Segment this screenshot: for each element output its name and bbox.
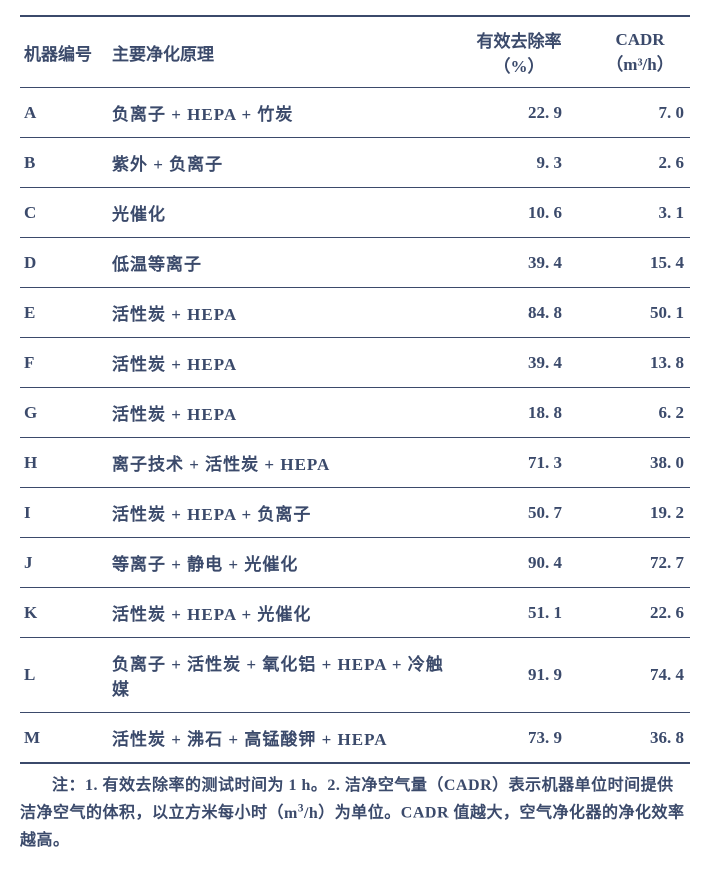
cell-cadr: 72. 7 [590,538,690,588]
cell-cadr: 50. 1 [590,288,690,338]
table-row: D低温等离子39. 415. 4 [20,238,690,288]
cell-principle: 活性炭 + 沸石 + 高锰酸钾 + HEPA [108,713,448,764]
cell-id: E [20,288,108,338]
cell-principle: 活性炭 + HEPA [108,388,448,438]
cell-rate: 71. 3 [448,438,590,488]
footnote: 注：1. 有效去除率的测试时间为 1 h。2. 洁净空气量（CADR）表示机器单… [20,772,690,854]
cell-id: J [20,538,108,588]
cell-id: H [20,438,108,488]
header-rate-l1: 有效去除率 [477,32,562,51]
cell-id: L [20,638,108,713]
table-row: E活性炭 + HEPA84. 850. 1 [20,288,690,338]
table-row: G活性炭 + HEPA18. 86. 2 [20,388,690,438]
cell-rate: 10. 6 [448,188,590,238]
cell-id: M [20,713,108,764]
cell-id: G [20,388,108,438]
cell-rate: 90. 4 [448,538,590,588]
cell-cadr: 2. 6 [590,138,690,188]
cell-rate: 22. 9 [448,88,590,138]
cell-cadr: 38. 0 [590,438,690,488]
header-id: 机器编号 [20,16,108,88]
table-row: J等离子 + 静电 + 光催化90. 472. 7 [20,538,690,588]
table-row: C光催化10. 63. 1 [20,188,690,238]
cell-id: I [20,488,108,538]
cell-id: C [20,188,108,238]
cell-cadr: 22. 6 [590,588,690,638]
cell-id: D [20,238,108,288]
cell-id: A [20,88,108,138]
cell-principle: 离子技术 + 活性炭 + HEPA [108,438,448,488]
cell-principle: 负离子 + HEPA + 竹炭 [108,88,448,138]
header-cadr-l1: CADR [615,30,664,49]
cell-rate: 51. 1 [448,588,590,638]
cell-rate: 73. 9 [448,713,590,764]
cell-principle: 光催化 [108,188,448,238]
table-row: A负离子 + HEPA + 竹炭22. 97. 0 [20,88,690,138]
cell-principle: 活性炭 + HEPA + 光催化 [108,588,448,638]
table-row: K活性炭 + HEPA + 光催化51. 122. 6 [20,588,690,638]
cell-principle: 活性炭 + HEPA [108,288,448,338]
cell-rate: 50. 7 [448,488,590,538]
header-rate-l2: （%） [452,52,586,77]
cell-rate: 84. 8 [448,288,590,338]
cell-cadr: 3. 1 [590,188,690,238]
cell-cadr: 74. 4 [590,638,690,713]
table-row: I活性炭 + HEPA + 负离子50. 719. 2 [20,488,690,538]
header-cadr-l2: （m³/h） [594,50,686,75]
header-rate: 有效去除率 （%） [448,16,590,88]
cell-cadr: 15. 4 [590,238,690,288]
cell-cadr: 19. 2 [590,488,690,538]
header-principle: 主要净化原理 [108,16,448,88]
cell-principle: 紫外 + 负离子 [108,138,448,188]
cell-id: F [20,338,108,388]
cell-principle: 等离子 + 静电 + 光催化 [108,538,448,588]
header-cadr: CADR （m³/h） [590,16,690,88]
cell-principle: 活性炭 + HEPA [108,338,448,388]
cell-rate: 9. 3 [448,138,590,188]
cell-id: K [20,588,108,638]
cell-principle: 低温等离子 [108,238,448,288]
header-row: 机器编号 主要净化原理 有效去除率 （%） CADR （m³/h） [20,16,690,88]
table-row: B紫外 + 负离子9. 32. 6 [20,138,690,188]
cell-principle: 负离子 + 活性炭 + 氧化铝 + HEPA + 冷触媒 [108,638,448,713]
cell-cadr: 13. 8 [590,338,690,388]
cell-cadr: 6. 2 [590,388,690,438]
table-row: H离子技术 + 活性炭 + HEPA71. 338. 0 [20,438,690,488]
cell-rate: 18. 8 [448,388,590,438]
cell-cadr: 36. 8 [590,713,690,764]
purifier-table: 机器编号 主要净化原理 有效去除率 （%） CADR （m³/h） A负离子 +… [20,15,690,764]
table-row: F活性炭 + HEPA39. 413. 8 [20,338,690,388]
cell-rate: 91. 9 [448,638,590,713]
cell-rate: 39. 4 [448,338,590,388]
table-row: M活性炭 + 沸石 + 高锰酸钾 + HEPA73. 936. 8 [20,713,690,764]
cell-principle: 活性炭 + HEPA + 负离子 [108,488,448,538]
cell-cadr: 7. 0 [590,88,690,138]
cell-id: B [20,138,108,188]
table-row: L负离子 + 活性炭 + 氧化铝 + HEPA + 冷触媒91. 974. 4 [20,638,690,713]
cell-rate: 39. 4 [448,238,590,288]
